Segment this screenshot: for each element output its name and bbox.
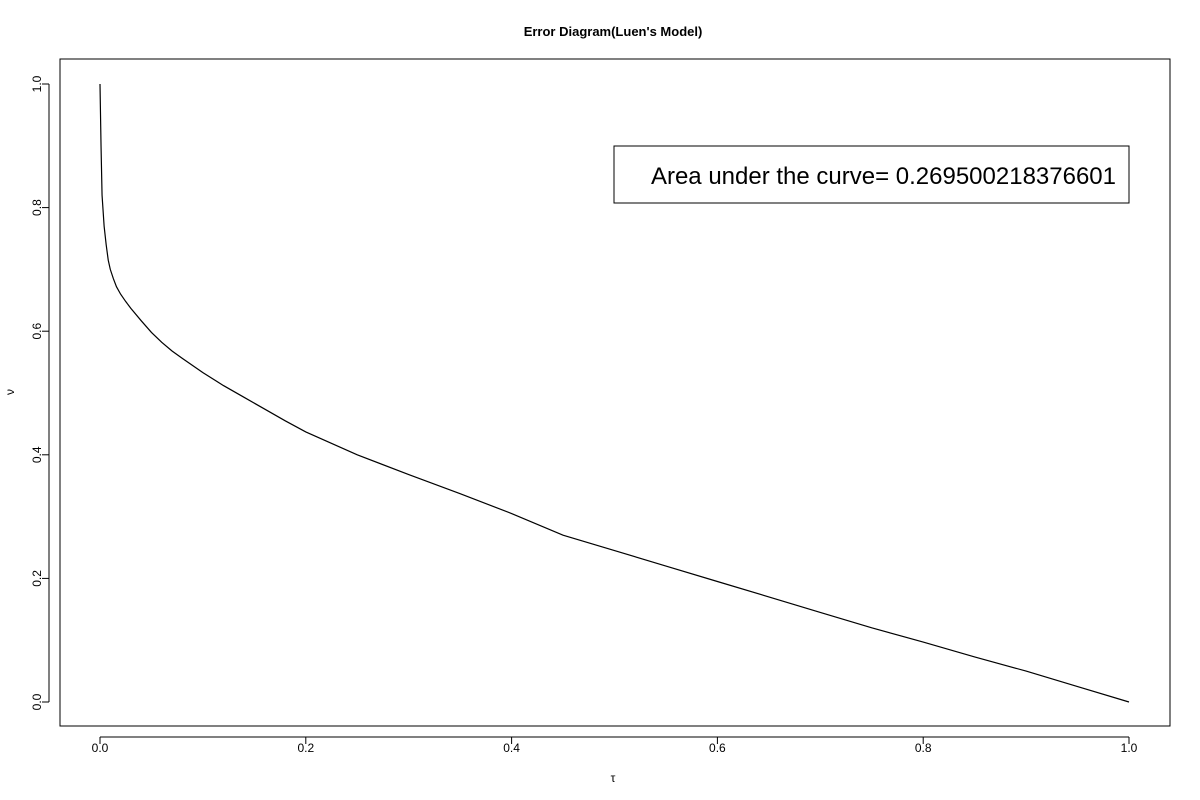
x-axis: 0.0 0.2 0.4 0.6 0.8 1.0 [92, 736, 1138, 755]
y-axis: 0.0 0.2 0.4 0.6 0.8 1.0 [30, 75, 50, 710]
x-tick-label: 0.8 [915, 741, 932, 755]
y-tick-label: 0.6 [30, 323, 44, 340]
y-tick-label: 0.2 [30, 570, 44, 587]
y-tick-label: 0.0 [30, 693, 44, 710]
x-tick-label: 0.0 [92, 741, 109, 755]
x-tick-label: 0.2 [297, 741, 314, 755]
x-tick-label: 1.0 [1121, 741, 1138, 755]
annotation-box [613, 145, 1130, 204]
y-tick-label: 0.8 [30, 199, 44, 216]
x-tick-label: 0.4 [503, 741, 520, 755]
chart-title: Error Diagram(Luen's Model) [524, 24, 703, 39]
y-tick-label: 1.0 [30, 75, 44, 92]
y-tick-label: 0.4 [30, 446, 44, 463]
x-tick-label: 0.6 [709, 741, 726, 755]
plot-frame [59, 58, 1171, 727]
y-axis-label: ν [3, 389, 17, 395]
area-under-curve-annotation: Area under the curve= 0.269500218376601 [651, 163, 1116, 190]
x-axis-label: τ [611, 771, 616, 785]
error-curve-line [99, 83, 1130, 703]
